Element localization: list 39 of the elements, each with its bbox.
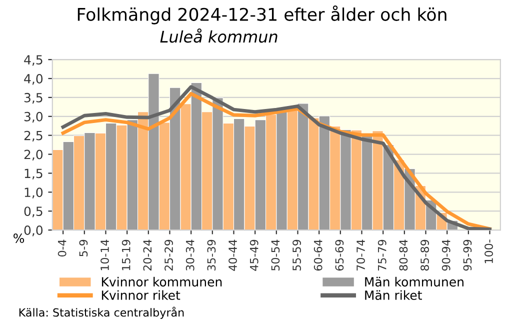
x-tick-label: 40-44 (228, 240, 237, 271)
x-tick-label: 100- (484, 240, 493, 264)
x-tick-label: 65-69 (335, 240, 344, 271)
x-tick-label: 90-94 (442, 240, 450, 271)
chart-title: Folkmängd 2024-12-31 efter ålder och kön (78, 5, 446, 24)
y-axis-title: % (14, 234, 24, 243)
x-tick-label: 0-4 (58, 240, 66, 256)
legend-label: Män kommunen (365, 276, 464, 287)
text: Källa: Statistiska centralbyrån (19, 306, 184, 319)
y-tick-label: 1,0 (24, 188, 43, 198)
y-tick-label: 4,0 (24, 74, 43, 85)
x-tick-label: 55-59 (292, 240, 301, 270)
x-tick-label: 25-29 (164, 240, 173, 271)
x-tick-label: 10-14 (100, 240, 109, 270)
y-tick-label: 0,0 (24, 226, 43, 236)
chart-subtitle: Luleå kommun (160, 28, 278, 43)
y-tick-label: 3,5 (24, 92, 42, 104)
x-tick-label: 45-49 (250, 240, 258, 271)
x-tick-label: 30-34 (186, 240, 194, 271)
x-tick-label: 70-74 (356, 240, 365, 270)
legend-label: Kvinnor kommunen (102, 276, 222, 287)
y-tick-label: 1,5 (24, 168, 42, 180)
x-tick-label: 80-84 (399, 240, 408, 271)
y-tick-label: 0,5 (24, 206, 42, 218)
legend-label: Kvinnor riket (102, 290, 180, 300)
x-tick-label: 75-79 (378, 240, 386, 270)
y-tick-label: 3,0 (24, 112, 43, 123)
y-tick-label: 4,5 (24, 55, 42, 66)
x-tick-label: 15-19 (122, 240, 130, 270)
x-tick-label: 5-9 (79, 240, 88, 256)
x-tick-label: 60-64 (314, 240, 322, 271)
x-tick-label: 95-99 (463, 240, 472, 271)
x-tick-label: 20-24 (143, 240, 152, 271)
legend-label: Män riket (365, 290, 422, 300)
y-tick-label: 2,0 (24, 150, 43, 160)
x-tick-label: 85-89 (420, 240, 429, 271)
y-tick-label: 2,5 (24, 130, 42, 142)
x-tick-label: 35-39 (207, 240, 216, 271)
x-tick-label: 50-54 (271, 240, 280, 270)
